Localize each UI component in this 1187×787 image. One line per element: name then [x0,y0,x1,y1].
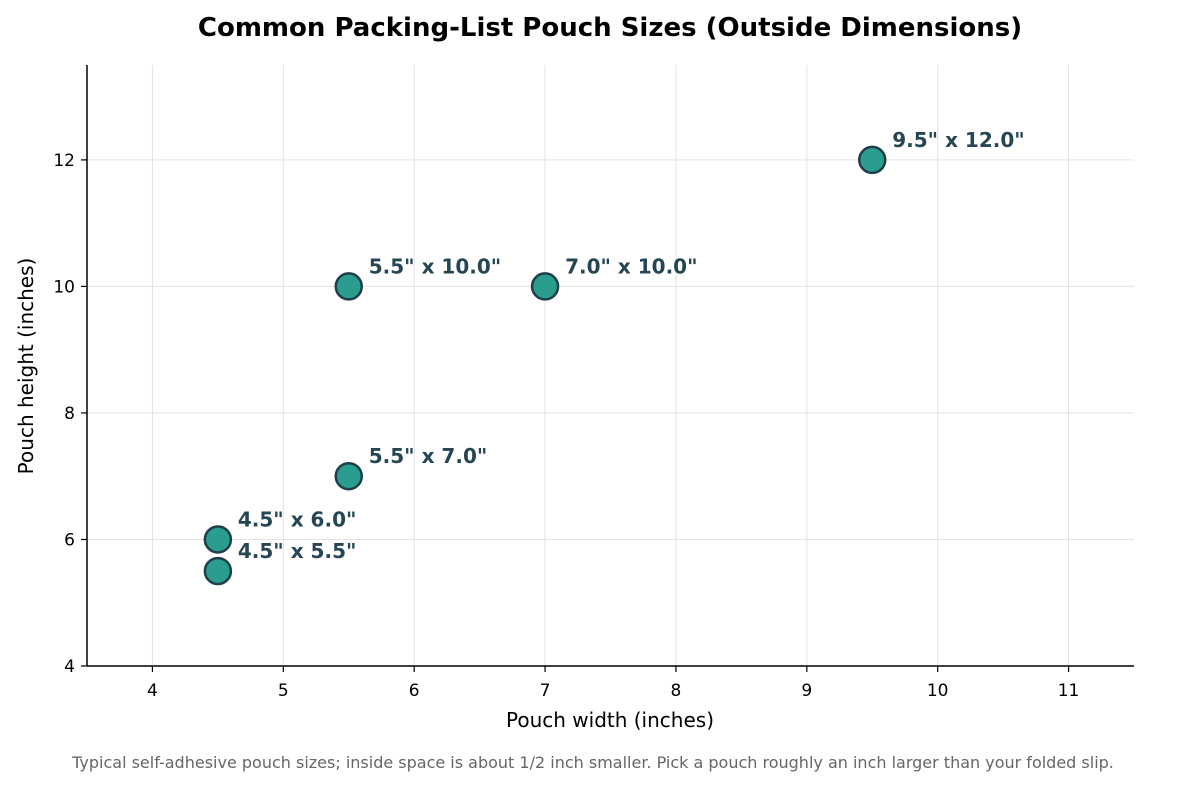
x-tick-label: 5 [278,681,289,701]
data-label: 9.5" x 12.0" [892,128,1024,152]
data-label: 5.5" x 10.0" [369,254,501,278]
x-ticks: 4 5 6 7 8 9 10 11 [147,666,1079,701]
axes [86,65,1134,667]
data-point [203,556,233,586]
x-tick-label: 7 [540,681,551,701]
x-tick-label: 11 [1058,681,1080,701]
point-labels: 4.5" x 5.5" 4.5" x 6.0" 5.5" x 7.0" 5.5" x … [238,128,1025,563]
grid [87,65,1134,666]
data-points [203,145,887,586]
data-point [334,272,363,301]
y-ticks: 4 6 8 10 12 [53,151,87,677]
data-point [858,145,887,175]
data-label: 4.5" x 6.0" [238,507,357,531]
y-tick-label: 10 [53,277,75,297]
x-axis-label: Pouch width (inches) [506,708,714,732]
data-point [203,525,233,554]
x-tick-label: 10 [927,681,949,701]
x-tick-label: 8 [671,681,682,701]
data-point [334,461,363,491]
y-tick-label: 8 [64,404,75,424]
y-tick-label: 12 [53,151,75,171]
y-axis-label: Pouch height (inches) [14,258,38,475]
chart-title: Common Packing-List Pouch Sizes (Outside… [198,13,1022,43]
x-tick-label: 4 [147,681,158,701]
y-tick-label: 4 [64,657,75,677]
chart-caption: Typical self-adhesive pouch sizes; insid… [71,753,1114,772]
data-point [530,272,560,301]
data-label: 5.5" x 7.0" [369,444,488,468]
y-tick-label: 6 [64,530,75,550]
data-label: 7.0" x 10.0" [565,254,697,278]
x-tick-label: 6 [409,681,420,701]
x-tick-label: 9 [801,681,812,701]
data-label: 4.5" x 5.5" [238,539,357,563]
